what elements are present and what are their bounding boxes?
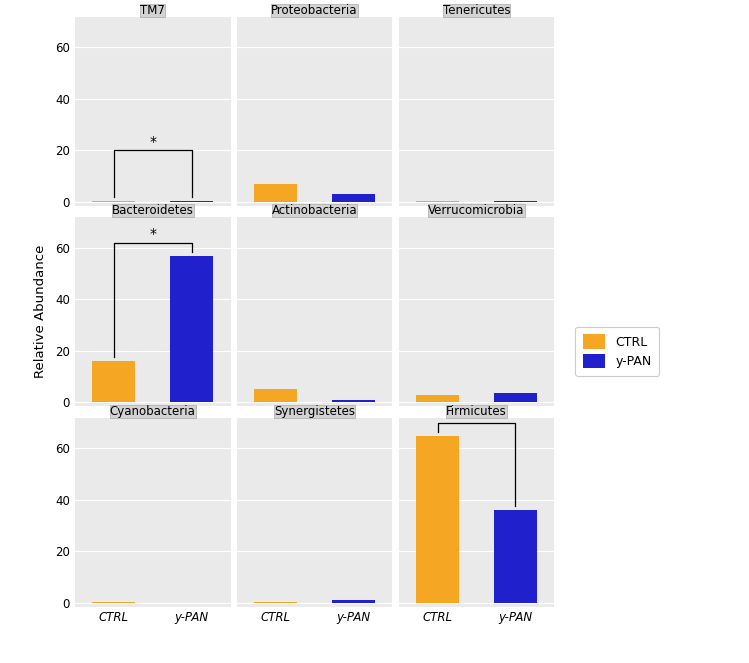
- Bar: [494, 510, 537, 603]
- Bar: [170, 201, 213, 202]
- Bar: [332, 600, 375, 603]
- Text: Bacteroidetes: Bacteroidetes: [112, 204, 194, 217]
- Bar: [254, 389, 297, 402]
- Bar: [416, 436, 459, 603]
- Text: Cyanobacteria: Cyanobacteria: [110, 404, 195, 418]
- Text: TM7: TM7: [140, 3, 166, 17]
- Bar: [254, 184, 297, 202]
- Bar: [416, 394, 459, 402]
- Text: *: *: [149, 135, 157, 149]
- Text: *: *: [473, 407, 480, 422]
- Text: Actinobacteria: Actinobacteria: [272, 204, 357, 217]
- Bar: [254, 602, 297, 603]
- Bar: [494, 200, 537, 202]
- Text: Tenericutes: Tenericutes: [443, 3, 510, 17]
- Y-axis label: Relative Abundance: Relative Abundance: [34, 245, 47, 379]
- Legend: CTRL, y-PAN: CTRL, y-PAN: [575, 327, 659, 376]
- Bar: [92, 201, 136, 202]
- Bar: [92, 602, 136, 603]
- Text: Proteobacteria: Proteobacteria: [271, 3, 358, 17]
- Text: *: *: [149, 227, 157, 241]
- Bar: [416, 200, 459, 202]
- Bar: [494, 393, 537, 402]
- Text: Synergistetes: Synergistetes: [274, 404, 355, 418]
- Bar: [332, 400, 375, 402]
- Bar: [92, 361, 136, 402]
- Text: Firmicutes: Firmicutes: [446, 404, 507, 418]
- Bar: [332, 194, 375, 202]
- Bar: [170, 256, 213, 402]
- Text: Verrucomicrobia: Verrucomicrobia: [428, 204, 524, 217]
